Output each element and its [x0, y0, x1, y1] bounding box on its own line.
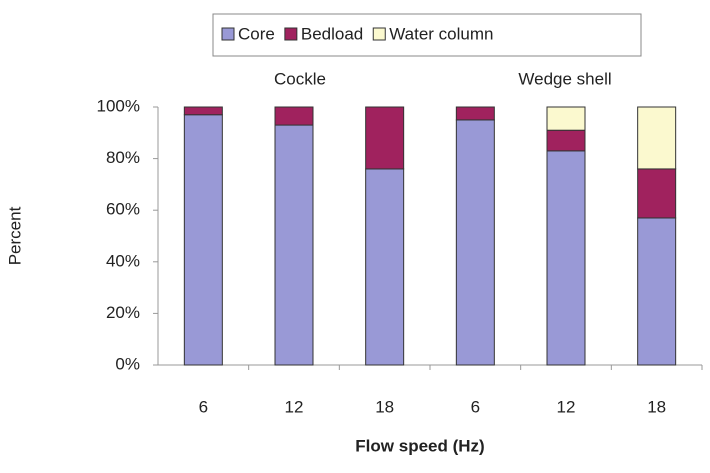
legend-label: Bedload [301, 24, 363, 43]
legend-label: Water column [389, 24, 493, 43]
y-tick-label: 20% [106, 303, 140, 322]
bar-segment [546, 150, 586, 366]
y-axis-title: Percent [5, 206, 24, 265]
y-tick-label: 80% [106, 148, 140, 167]
bar-segment [365, 168, 405, 366]
bar-segment [546, 129, 586, 152]
legend-swatch [284, 27, 298, 41]
y-tick-label: 60% [106, 200, 140, 219]
legend-label: Core [238, 24, 275, 43]
x-tick-label: 18 [375, 397, 394, 416]
bar-segment [274, 106, 314, 126]
x-tick-label: 6 [471, 397, 480, 416]
x-tick-label: 6 [199, 397, 208, 416]
legend-swatch [372, 27, 386, 41]
x-axis-title: Flow speed (Hz) [355, 436, 484, 455]
bar-segment [455, 106, 495, 121]
group-label: Cockle [274, 69, 326, 88]
bar-segment [183, 106, 223, 116]
bar-segment [274, 124, 314, 366]
bar-segment [183, 114, 223, 366]
group-label: Wedge shell [518, 69, 611, 88]
bar-segment [546, 106, 586, 131]
legend-box [212, 13, 642, 57]
bar-segment [637, 106, 677, 170]
x-tick-label: 12 [285, 397, 304, 416]
bar-segment [365, 106, 405, 170]
bar-segment [455, 119, 495, 366]
y-tick-label: 100% [97, 96, 140, 115]
y-tick-label: 0% [115, 354, 140, 373]
y-tick-label: 40% [106, 251, 140, 270]
bar-segment [637, 168, 677, 219]
x-tick-label: 18 [647, 397, 666, 416]
legend-swatch [221, 27, 235, 41]
x-tick-label: 12 [557, 397, 576, 416]
bar-segment [637, 217, 677, 366]
